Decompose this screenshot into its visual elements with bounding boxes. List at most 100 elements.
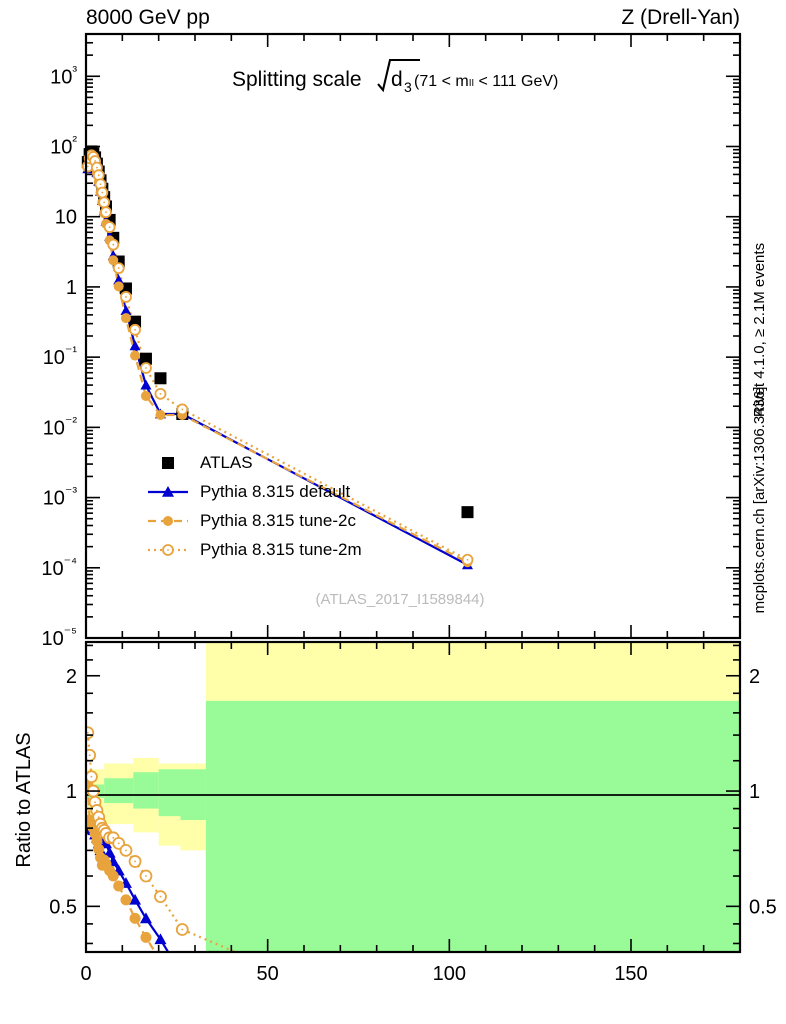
data-marker-circle: [140, 390, 151, 401]
analysis-id-watermark: (ATLAS_2017_I1589844): [315, 591, 484, 608]
page-title: Splitting scale: [232, 68, 362, 91]
ratio-ytick-label-right: 0.5: [749, 896, 777, 918]
data-marker-open-circle-dot: [86, 165, 89, 168]
legend: ATLAS Pythia 8.315 default Pythia 8.315 tu…: [148, 453, 362, 559]
main-axis-ticks: [85, 33, 741, 639]
data-marker-square: [461, 506, 474, 519]
ratio-ytick-label: 0.5: [49, 896, 77, 918]
data-marker-open-circle-dot: [181, 408, 184, 411]
data-marker-open-circle-dot: [112, 836, 115, 839]
data-marker-triangle: [129, 893, 142, 905]
data-marker-open-circle-dot: [86, 731, 89, 734]
data-marker-open-circle-dot: [466, 558, 469, 561]
data-marker-triangle: [103, 846, 116, 858]
ratio-axis-label: Ratio to ATLAS: [13, 732, 35, 867]
data-marker-open-circle-dot: [159, 895, 162, 898]
ratio-panel-frame: [84, 640, 742, 954]
data-marker-open-circle-dot: [103, 201, 106, 204]
data-marker-open-circle-dot: [96, 166, 98, 169]
data-marker-open-circle-dot: [97, 174, 100, 177]
data-marker-open-circle-dot: [145, 875, 147, 877]
main-ytick-label: 10³: [50, 62, 77, 88]
title-math-sub3: 3: [404, 79, 412, 95]
ratio-panel: 210.5 210.5 0 50 100 150 Ratio to ATLAS: [13, 640, 777, 985]
ratio-ytick-labels-right: 210.5: [749, 666, 777, 919]
ratio-ytick-label-right: 2: [749, 666, 760, 688]
data-marker-triangle: [120, 305, 132, 316]
data-marker-square: [154, 372, 167, 385]
data-marker-circle: [108, 255, 119, 266]
data-marker-triangle: [129, 340, 141, 351]
mcplots-source-label: mcplots.cern.ch [arXiv:1306.3436]: [751, 387, 768, 614]
data-marker-circle: [129, 912, 141, 924]
xtick-label: 0: [80, 963, 91, 985]
data-marker-circle: [120, 894, 132, 906]
main-series-markers: [81, 145, 474, 570]
data-marker-open-circle-dot: [167, 549, 169, 551]
data-marker-square: [162, 457, 174, 469]
data-marker-triangle: [140, 379, 152, 390]
data-marker-open-circle-dot: [94, 160, 96, 162]
main-ytick-label: 10: [55, 207, 77, 229]
xtick-label: 150: [614, 963, 647, 985]
legend-label-atlas: ATLAS: [200, 453, 253, 472]
main-ytick-label: 10⁻²: [43, 413, 78, 439]
xtick-labels: 0 50 100 150: [80, 963, 647, 985]
page-title-suffix: (71 < mₗₗ < 111 GeV): [414, 73, 558, 90]
main-panel-frame: [84, 32, 742, 640]
sqrt-d3-symbol: d 3: [377, 58, 420, 95]
ratio-band-inner: [104, 778, 134, 804]
data-marker-triangle: [139, 912, 152, 924]
data-marker-circle: [113, 880, 125, 892]
ratio-uncertainty-bands: [86, 642, 740, 952]
data-marker-open-circle-dot: [159, 392, 162, 395]
main-ytick-label: 10⁻¹: [43, 343, 78, 369]
main-ytick-label: 1: [66, 277, 77, 299]
legend-label-pythia-8-315-tune-2c: Pythia 8.315 tune-2c: [200, 511, 356, 530]
data-marker-open-circle-dot: [108, 226, 111, 229]
data-marker-circle: [163, 516, 173, 526]
data-marker-open-circle-dot: [125, 849, 127, 852]
data-marker-open-circle-dot: [125, 296, 127, 298]
data-marker-open-circle-dot: [101, 191, 104, 194]
data-marker-circle: [93, 843, 105, 855]
ratio-band-inner: [133, 772, 159, 809]
data-marker-triangle: [162, 486, 174, 497]
title-math-d: d: [391, 68, 403, 91]
data-marker-open-circle-dot: [145, 367, 147, 369]
legend-label-pythia-8-315-tune-2m: Pythia 8.315 tune-2m: [200, 540, 362, 559]
data-marker-circle: [140, 931, 152, 943]
data-marker-square: [129, 315, 142, 328]
data-marker-open-circle-dot: [134, 328, 136, 331]
data-marker-open-circle-dot: [117, 842, 120, 845]
header-process-label: Z (Drell-Yan): [621, 6, 740, 29]
data-marker-open-circle-dot: [99, 183, 102, 186]
main-panel: 10³ 10² 10 1 10⁻¹ 10⁻² 10⁻³ 10⁻⁴ 10⁻⁵ Splitting …: [41, 32, 742, 650]
data-marker-triangle: [113, 274, 125, 285]
data-marker-open-circle-dot: [117, 267, 120, 270]
ratio-ytick-label: 2: [66, 666, 77, 688]
data-marker-circle: [120, 313, 131, 324]
data-marker-open-circle-dot: [112, 243, 115, 246]
ratio-band-inner: [205, 700, 740, 952]
main-ytick-label: 10⁻⁴: [41, 554, 77, 580]
ratio-ytick-label: 1: [66, 781, 77, 803]
ratio-ytick-label-right: 1: [749, 781, 760, 803]
data-marker-circle: [130, 350, 141, 361]
data-marker-triangle: [154, 933, 167, 945]
rivet-version-label: Rivet 4.1.0, ≥ 2.1M events: [751, 243, 768, 417]
main-ytick-label: 10²: [50, 132, 77, 158]
data-marker-circle: [155, 409, 166, 420]
data-marker-square: [139, 352, 152, 365]
data-marker-circle: [107, 870, 119, 882]
ratio-ytick-labels: 210.5: [49, 666, 77, 919]
data-marker-open-circle-dot: [134, 860, 136, 863]
data-marker-open-circle-dot: [90, 775, 93, 778]
header-beam-label: 8000 GeV pp: [86, 6, 210, 29]
main-ytick-label: 10⁻⁵: [42, 624, 77, 650]
main-ytick-label: 10⁻³: [43, 484, 78, 510]
data-marker-open-circle-dot: [88, 754, 91, 757]
legend-label-pythia-8-315-default: Pythia 8.315 default: [200, 482, 351, 501]
